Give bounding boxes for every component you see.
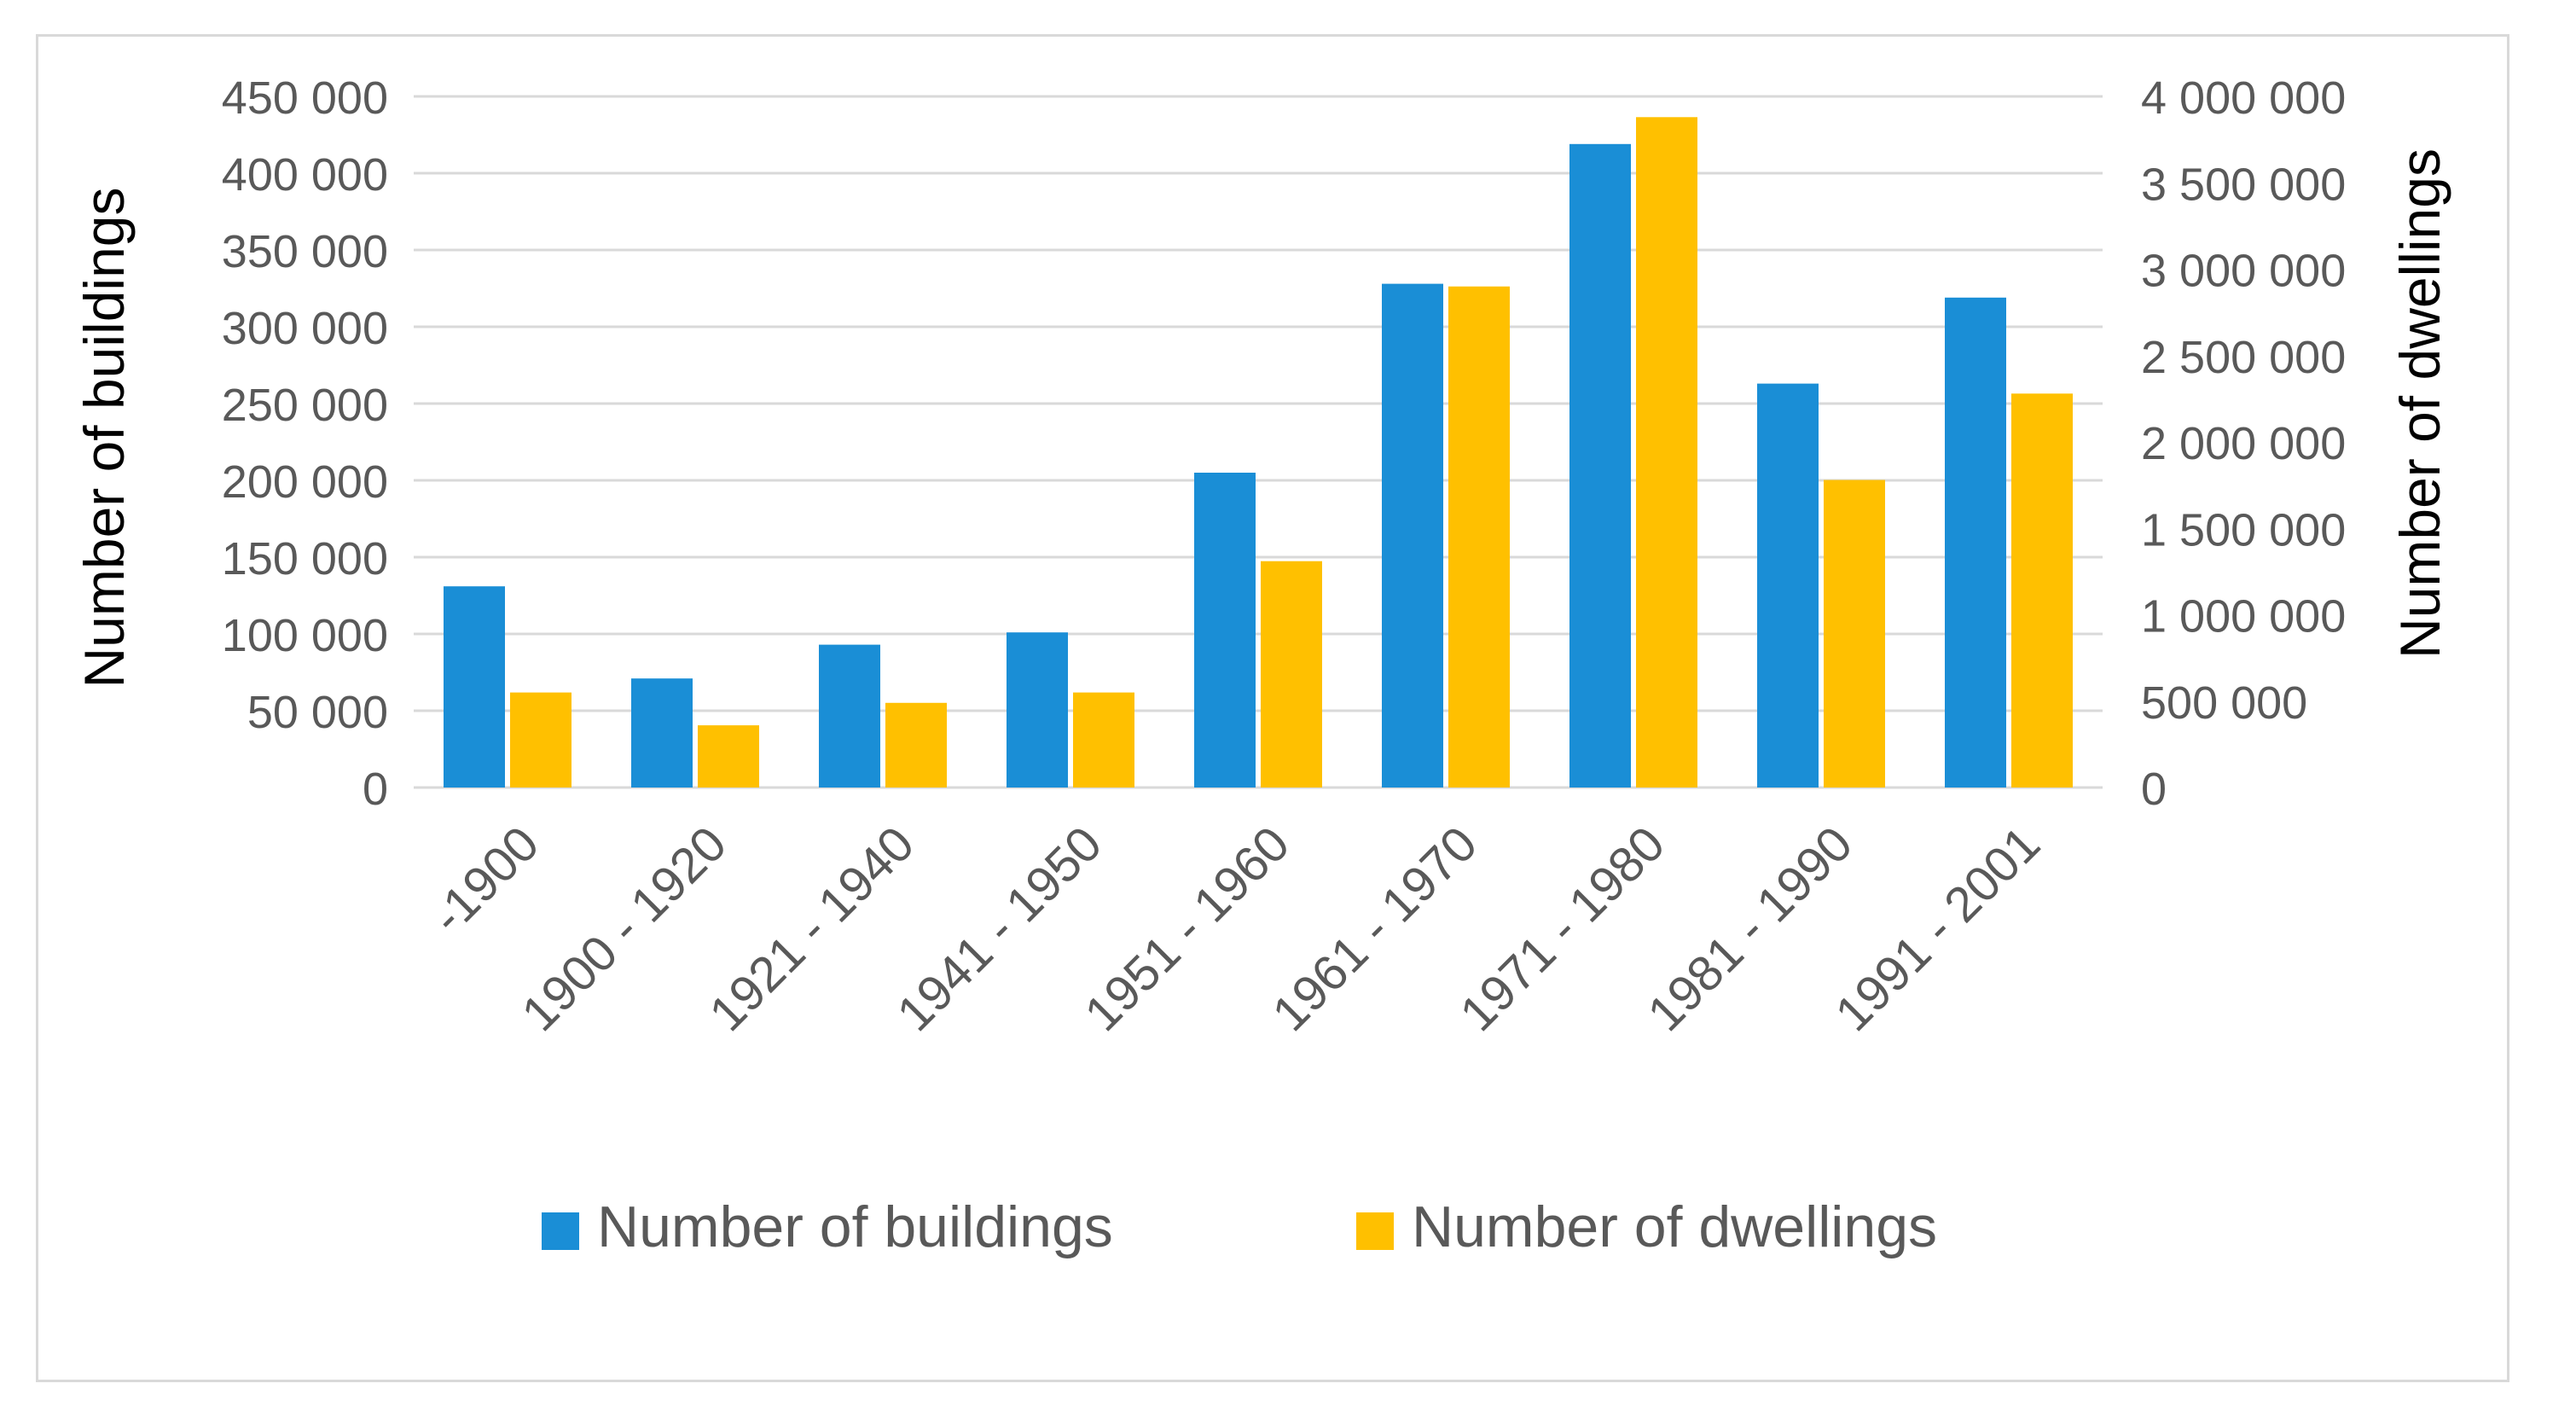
bar-buildings xyxy=(1569,143,1631,788)
bar-dwellings xyxy=(1448,286,1510,788)
x-tick-label: 1991 - 2001 xyxy=(1825,816,2051,1042)
bar-dwellings xyxy=(885,702,947,788)
right-tick-label: 4 000 000 xyxy=(2141,73,2346,124)
right-tick-label: 1 000 000 xyxy=(2141,591,2346,642)
bar-buildings xyxy=(444,586,505,788)
right-tick-label: 2 000 000 xyxy=(2141,418,2346,469)
left-tick-label: 50 000 xyxy=(247,687,388,738)
gridlines xyxy=(414,95,2103,789)
chart-frame: 0 50 000 100 000 150 000 200 000 250 000 300 0… xyxy=(36,34,2509,1382)
bars xyxy=(444,117,2073,788)
bar-buildings xyxy=(1007,632,1068,788)
bar-buildings xyxy=(1194,473,1256,788)
left-tick-label: 250 000 xyxy=(222,380,388,431)
left-axis-ticks: 0 50 000 100 000 150 000 200 000 250 000 300 0… xyxy=(222,73,388,815)
right-tick-label: 0 xyxy=(2141,764,2167,815)
right-tick-label: 1 500 000 xyxy=(2141,504,2346,555)
left-tick-label: 400 000 xyxy=(222,149,388,201)
bar-buildings xyxy=(1382,283,1443,788)
left-tick-label: 450 000 xyxy=(222,73,388,124)
bar-dwellings xyxy=(1636,117,1697,788)
left-tick-label: 100 000 xyxy=(222,610,388,661)
legend-swatch-buildings xyxy=(542,1212,579,1250)
bar-dwellings xyxy=(1261,561,1322,788)
left-tick-label: 350 000 xyxy=(222,226,388,277)
bar-buildings xyxy=(1945,297,2006,788)
right-axis-title: Number of dwellings xyxy=(2388,148,2451,659)
bar-buildings xyxy=(819,644,880,788)
right-tick-label: 2 500 000 xyxy=(2141,332,2346,383)
right-tick-label: 3 500 000 xyxy=(2141,159,2346,210)
bar-buildings xyxy=(631,678,693,788)
legend-label-dwellings: Number of dwellings xyxy=(1412,1194,1937,1259)
bar-chart: 0 50 000 100 000 150 000 200 000 250 000 300 0… xyxy=(73,73,2451,1259)
legend-swatch-dwellings xyxy=(1356,1212,1394,1250)
legend: Number of buildings Number of dwellings xyxy=(542,1194,1937,1259)
bar-dwellings xyxy=(1073,692,1134,788)
bar-dwellings xyxy=(510,692,571,788)
legend-label-buildings: Number of buildings xyxy=(597,1194,1113,1259)
bar-dwellings xyxy=(698,725,759,788)
left-axis-title: Number of buildings xyxy=(73,188,136,689)
left-tick-label: 200 000 xyxy=(222,456,388,508)
right-tick-label: 3 000 000 xyxy=(2141,246,2346,297)
left-tick-label: 300 000 xyxy=(222,303,388,354)
bar-dwellings xyxy=(2011,393,2073,788)
left-tick-label: 150 000 xyxy=(222,533,388,584)
x-tick-label: -1900 xyxy=(421,816,549,944)
right-axis-ticks: 0 500 000 1 000 000 1 500 000 2 000 000 2 500… xyxy=(2141,73,2346,815)
left-tick-label: 0 xyxy=(363,764,388,815)
bar-dwellings xyxy=(1824,480,1885,788)
right-tick-label: 500 000 xyxy=(2141,677,2307,729)
bar-buildings xyxy=(1757,383,1819,788)
